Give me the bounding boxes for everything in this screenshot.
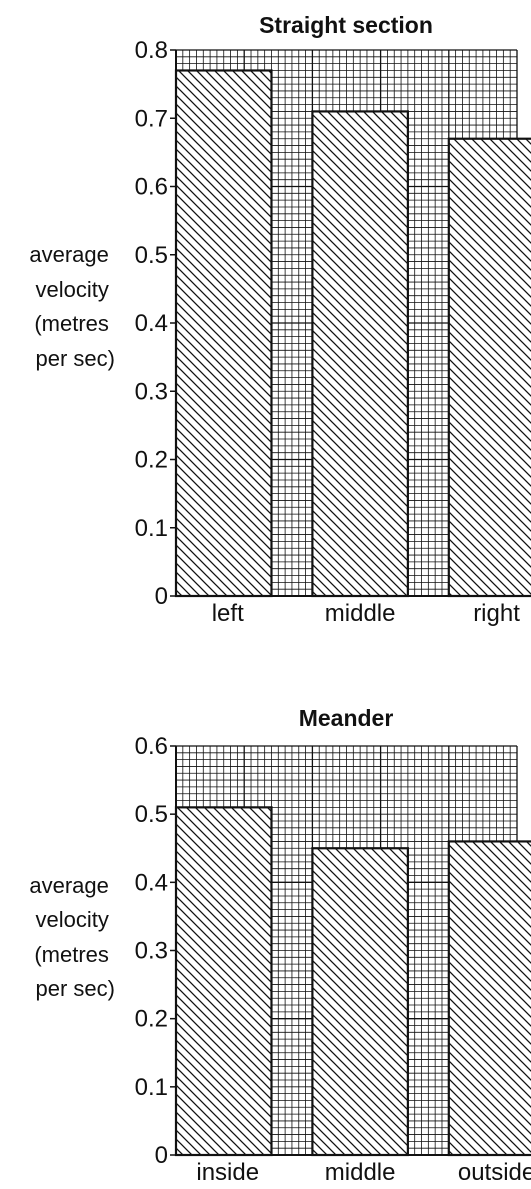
y-axis-label-line: (metres — [34, 311, 109, 336]
bar-middle — [311, 847, 409, 1157]
x-category-label: middle — [325, 600, 396, 627]
chart-straight-section: Straight section average velocity (metre… — [29, 12, 531, 627]
y-tick-label: 0.3 — [135, 938, 168, 965]
bar-left — [174, 69, 273, 598]
y-axis-label: average velocity (metres per sec) — [29, 242, 115, 371]
bar-middle — [311, 110, 409, 598]
y-tick-label: 0.7 — [135, 105, 168, 132]
bar-inside — [174, 806, 273, 1157]
chart-title: Meander — [299, 705, 394, 731]
y-tick-label: 0.4 — [135, 310, 168, 337]
bar-outside — [447, 840, 531, 1157]
x-category-label: middle — [325, 1159, 396, 1186]
x-category-label: right — [473, 600, 520, 627]
y-tick-label: 0.4 — [135, 869, 168, 896]
y-axis-label: average velocity (metres per sec) — [29, 873, 115, 1001]
y-axis-label-line: (metres — [34, 942, 109, 967]
y-tick-label: 0 — [155, 1142, 168, 1169]
y-tick-label: 0.2 — [135, 1006, 168, 1033]
y-axis-label-line: per sec) — [36, 976, 115, 1001]
y-tick-label: 0.1 — [135, 515, 168, 542]
plot-area: 0 0.1 0.2 0.3 0.4 0.5 0.6 inside middle outside — [135, 733, 531, 1186]
plot-area: 0 0.1 0.2 0.3 0.4 0.5 0.6 0.7 0.8 left middle right — [135, 37, 531, 627]
y-tick-label: 0.3 — [135, 378, 168, 405]
y-tick-label: 0.5 — [135, 242, 168, 269]
y-tick-label: 0.6 — [135, 174, 168, 201]
x-category-label: outside — [458, 1159, 531, 1186]
y-tick-label: 0.1 — [135, 1074, 168, 1101]
y-tick-label: 0.6 — [135, 733, 168, 760]
y-axis-label-line: velocity — [36, 907, 109, 932]
y-tick-label: 0.5 — [135, 801, 168, 828]
chart-title: Straight section — [259, 12, 433, 38]
y-tick-label: 0.2 — [135, 447, 168, 474]
x-category-label: left — [212, 600, 244, 627]
x-category-label: inside — [196, 1159, 259, 1186]
y-tick-label: 0.8 — [135, 37, 168, 64]
bar-right — [447, 137, 531, 598]
y-axis-label-line: average — [29, 873, 109, 898]
y-axis-label-line: velocity — [36, 277, 109, 302]
y-tick-label: 0 — [155, 583, 168, 610]
y-axis-label-line: per sec) — [36, 346, 115, 371]
chart-meander: Meander average velocity (metres per sec… — [29, 705, 531, 1186]
y-axis-label-line: average — [29, 242, 109, 267]
